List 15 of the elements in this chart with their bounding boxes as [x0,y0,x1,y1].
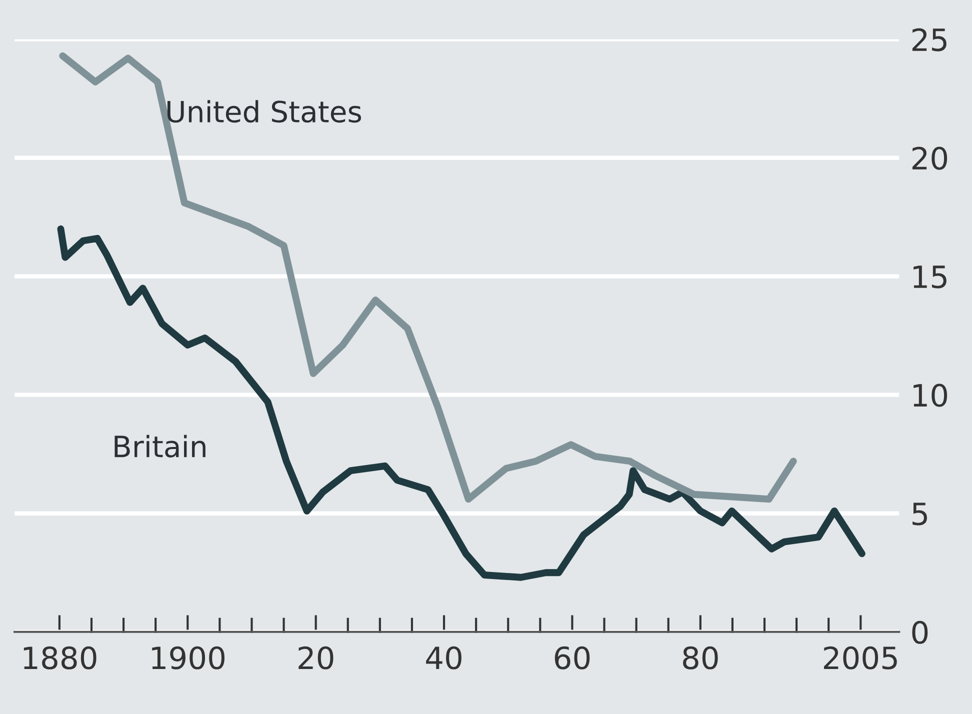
y-tick-label: 5 [912,502,927,526]
x-tick-label: 1880 [24,646,96,670]
series-label: United States [167,100,362,123]
y-tick-label: 25 [912,28,946,52]
y-tick-label: 20 [912,146,948,170]
x-tick-label: 60 [554,646,590,670]
x-tick-label: 20 [298,646,334,670]
text: Britain [114,434,206,458]
y-tick-label: 10 [914,384,948,407]
x-tick-label: 2005 [824,646,897,670]
x-tick-label: 80 [683,646,718,670]
x-tick-label: 1900 [152,646,224,670]
y-tick-label: 0 [912,620,928,644]
x-tick-label: 40 [426,646,462,670]
y-tick-label: 15 [914,266,946,288]
